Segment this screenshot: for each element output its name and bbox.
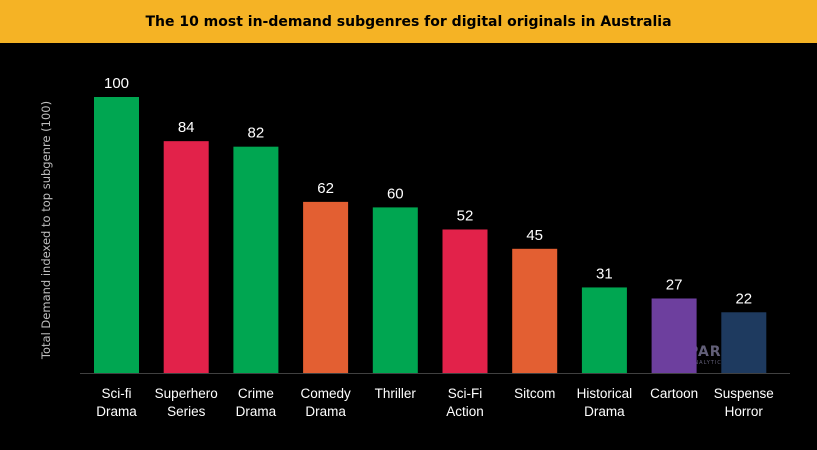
bar-value-label: 52: [457, 207, 474, 224]
bar: [303, 201, 349, 373]
bars-group: 100 Sci-fi Drama 84 Superhero Series 82 Crime Dr…: [94, 75, 774, 419]
bar-value-label: 100: [104, 75, 129, 92]
category-label: Suspense Horror: [714, 386, 774, 419]
category-label-line: Sci-Fi: [448, 386, 483, 401]
category-label: Sci-fi Drama: [96, 386, 137, 419]
bar-value-label: 45: [526, 227, 543, 244]
category-label-line: Drama: [584, 404, 625, 419]
category-label: Crime Drama: [236, 386, 277, 419]
category-label-line: Series: [167, 404, 206, 419]
bar-value-label: 27: [666, 276, 683, 293]
category-label: Cartoon: [650, 386, 698, 401]
bar: [233, 146, 279, 373]
category-label-line: Crime: [238, 386, 274, 401]
bar-value-label: 82: [248, 125, 265, 142]
category-label-line: Drama: [236, 404, 277, 419]
watermark-sub: ANALYTICS: [690, 360, 726, 366]
bar-value-label: 62: [317, 180, 334, 197]
category-label-line: Suspense: [714, 386, 774, 401]
title-bar: The 10 most in-demand subgenres for digi…: [0, 0, 817, 43]
category-label-line: Sitcom: [514, 386, 555, 401]
category-label-line: Comedy: [300, 386, 351, 401]
category-label-line: Horror: [725, 404, 764, 419]
category-label-line: Superhero: [155, 386, 218, 401]
y-axis-label: Total Demand indexed to top subgenre (10…: [39, 101, 53, 360]
bar: [94, 97, 139, 373]
category-label: Historical Drama: [577, 386, 633, 419]
category-label-line: Sci-fi: [102, 386, 132, 401]
chart-title: The 10 most in-demand subgenres for digi…: [145, 13, 672, 30]
bar-value-label: 22: [735, 290, 752, 307]
category-label-line: Historical: [577, 386, 633, 401]
category-label-line: Thriller: [375, 386, 417, 401]
category-label: Superhero Series: [155, 386, 218, 419]
category-label-line: Cartoon: [650, 386, 698, 401]
category-label-line: Drama: [305, 404, 346, 419]
bar: [651, 298, 697, 373]
category-label: Sci-Fi Action: [446, 386, 484, 419]
category-label-line: Drama: [96, 404, 137, 419]
bar-value-label: 84: [178, 119, 195, 136]
bar: [372, 207, 418, 373]
category-label: Sitcom: [514, 386, 555, 401]
bar: [442, 229, 488, 373]
bar-value-label: 31: [596, 265, 613, 282]
bar: [721, 312, 767, 373]
bar: [163, 141, 209, 373]
category-label: Comedy Drama: [300, 386, 351, 419]
category-label-line: Action: [446, 404, 484, 419]
bar: [512, 248, 558, 373]
bar-value-label: 60: [387, 185, 404, 202]
category-label: Thriller: [375, 386, 417, 401]
bar: [581, 287, 627, 373]
